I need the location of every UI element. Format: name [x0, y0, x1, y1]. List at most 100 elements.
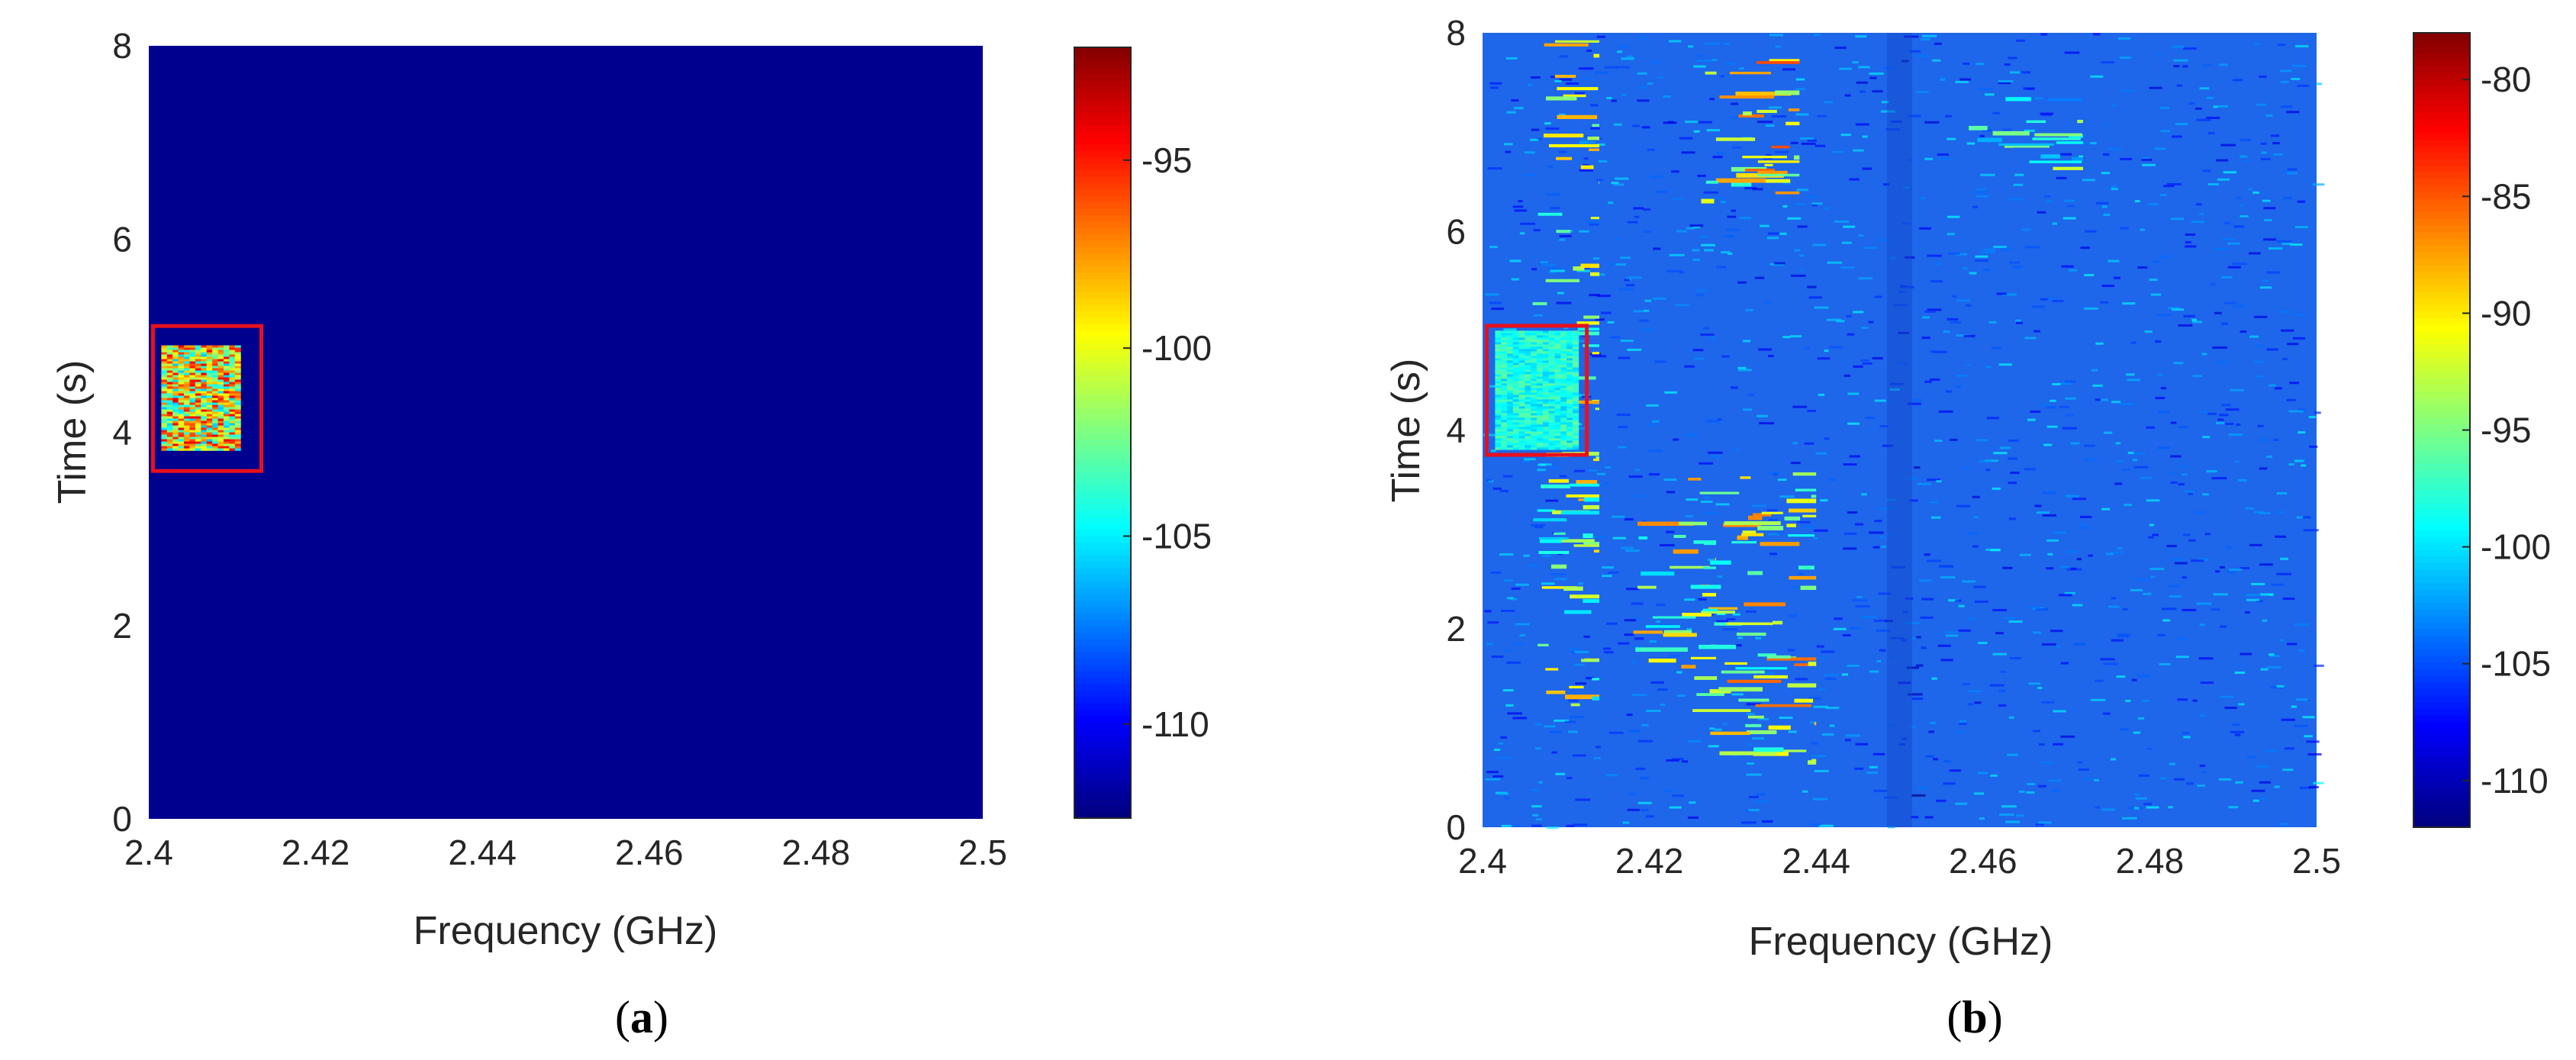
- signal-cell: [1537, 408, 1544, 411]
- signal-cell: [217, 400, 224, 403]
- activity-streak: [1786, 524, 1796, 527]
- signal-cell: [178, 393, 185, 396]
- noise-dash: [2214, 361, 2227, 364]
- signal-cell: [229, 368, 236, 371]
- noise-dash: [1787, 217, 1802, 220]
- signal-cell: [184, 379, 190, 382]
- signal-cell: [1548, 401, 1555, 404]
- signal-cell: [195, 416, 201, 419]
- noise-dash: [1485, 778, 1501, 781]
- signal-cell: [229, 393, 236, 396]
- noise-dash: [2127, 451, 2134, 454]
- signal-cell: [229, 430, 236, 433]
- activity-streak: [1753, 747, 1784, 752]
- activity-streak: [1763, 179, 1791, 183]
- signal-cell: [1560, 383, 1567, 386]
- noise-dash: [1823, 674, 1839, 677]
- signal-cell: [217, 402, 224, 405]
- noise-dash: [1992, 652, 2008, 656]
- signal-cell: [201, 409, 208, 412]
- colorbar-segment: [1074, 683, 1131, 691]
- noise-dash: [2253, 511, 2265, 514]
- signal-cell: [206, 384, 213, 387]
- signal-cell: [166, 359, 173, 362]
- signal-cell: [1560, 335, 1567, 338]
- signal-cell: [201, 441, 208, 444]
- signal-cell: [1567, 427, 1573, 430]
- signal-cell: [1572, 399, 1579, 402]
- noise-dash: [2101, 172, 2111, 175]
- noise-dash: [1631, 661, 1637, 664]
- signal-cell: [206, 398, 213, 401]
- signal-cell: [201, 395, 208, 398]
- noise-dash: [1727, 215, 1737, 218]
- signal-cell: [166, 407, 173, 410]
- signal-cell: [178, 356, 185, 359]
- noise-dash: [2192, 699, 2198, 702]
- noise-dash: [1489, 86, 1499, 89]
- signal-cell: [1501, 358, 1508, 361]
- signal-cell: [1501, 390, 1508, 393]
- signal-cell: [212, 347, 219, 350]
- noise-dash: [1852, 599, 1867, 602]
- signal-cell: [1542, 431, 1550, 434]
- signal-cell: [1560, 445, 1567, 448]
- signal-cell: [161, 393, 168, 396]
- signal-cell: [172, 448, 179, 451]
- signal-cell: [229, 395, 236, 398]
- colorbar-segment: [1074, 510, 1131, 517]
- signal-cell: [206, 420, 213, 424]
- noise-dash: [2051, 789, 2059, 792]
- noise-dash: [1697, 174, 1706, 177]
- noise-dash: [1548, 271, 1556, 274]
- signal-cell: [1554, 383, 1561, 386]
- noise-dash: [1996, 292, 2007, 295]
- colorbar-segment: [1074, 156, 1131, 164]
- signal-cell: [212, 432, 219, 435]
- signal-cell: [1572, 443, 1579, 446]
- activity-streak: [1663, 630, 1692, 635]
- noise-dash: [1506, 111, 1516, 114]
- colorbar-segment: [1074, 644, 1131, 652]
- signal-cell: [1531, 443, 1538, 446]
- signal-cell: [1537, 401, 1544, 404]
- noise-dash: [1799, 269, 1805, 272]
- noise-dash: [1832, 150, 1845, 153]
- noise-dash: [1685, 514, 1694, 517]
- activity-streak: [2053, 166, 2083, 170]
- signal-cell: [223, 423, 230, 426]
- signal-cell: [1531, 356, 1538, 359]
- noise-dash: [1604, 466, 1612, 469]
- signal-cell: [229, 418, 236, 421]
- noise-dash: [1746, 773, 1762, 776]
- signal-cell: [172, 377, 179, 380]
- signal-cell: [217, 427, 224, 430]
- signal-cell: [1525, 417, 1531, 420]
- noise-dash: [2191, 318, 2197, 321]
- signal-cell: [1537, 351, 1544, 354]
- noise-dash: [2264, 218, 2272, 221]
- signal-cell: [1518, 330, 1525, 333]
- activity-streak: [1583, 344, 1600, 347]
- noise-dash: [2158, 446, 2170, 449]
- noise-dash: [1967, 690, 1982, 693]
- signal-cell: [1572, 417, 1579, 420]
- signal-cell: [1537, 379, 1544, 382]
- noise-dash: [1679, 137, 1693, 140]
- signal-cell: [1495, 417, 1502, 420]
- signal-cell: [206, 386, 213, 389]
- noise-dash: [2111, 104, 2117, 107]
- noise-dash: [2070, 567, 2077, 570]
- noise-dash: [2101, 61, 2115, 64]
- noise-dash: [1586, 49, 1592, 52]
- colorbar-tick-label: -110: [2481, 761, 2549, 801]
- signal-cell: [1525, 422, 1531, 425]
- colorbar-segment: [2413, 324, 2470, 332]
- noise-dash: [1670, 654, 1680, 657]
- noise-dash: [1826, 318, 1841, 321]
- signal-cell: [1537, 424, 1544, 427]
- noise-dash: [2297, 516, 2303, 519]
- colorbar-segment: [2413, 714, 2470, 723]
- signal-cell: [184, 354, 190, 357]
- signal-cell: [166, 414, 173, 417]
